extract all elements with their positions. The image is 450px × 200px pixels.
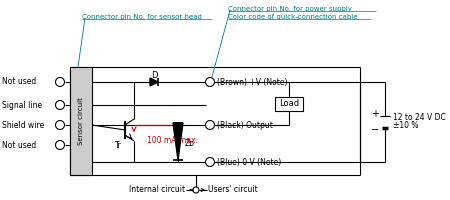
Circle shape [206, 120, 215, 130]
Circle shape [206, 158, 215, 166]
Text: 4: 4 [58, 142, 62, 148]
Text: Sensor circuit: Sensor circuit [78, 97, 84, 145]
Text: 1: 1 [58, 79, 62, 84]
Text: −: − [371, 125, 379, 135]
Text: Users' circuit: Users' circuit [208, 186, 258, 194]
Text: Shield wire: Shield wire [2, 120, 44, 130]
Text: Not used: Not used [2, 140, 36, 150]
Text: Color code of quick-connection cable: Color code of quick-connection cable [228, 14, 357, 20]
Text: Tr: Tr [115, 142, 122, 150]
Circle shape [55, 100, 64, 110]
Text: 3: 3 [208, 122, 212, 128]
Circle shape [55, 120, 64, 130]
Text: Load: Load [279, 99, 299, 108]
Text: 12 to 24 V DC: 12 to 24 V DC [393, 112, 446, 121]
Bar [275, 97, 303, 110]
Polygon shape [150, 78, 158, 86]
Text: 100 mA max.: 100 mA max. [147, 136, 198, 145]
Bar [70, 67, 92, 175]
Polygon shape [173, 123, 183, 160]
Text: +: + [371, 109, 379, 119]
Text: Not used: Not used [2, 77, 36, 86]
Text: Signal line: Signal line [2, 100, 42, 110]
Text: (Black) Output: (Black) Output [217, 120, 273, 130]
Circle shape [206, 77, 215, 86]
Text: 1: 1 [208, 79, 212, 84]
Text: 2: 2 [208, 160, 212, 164]
Text: 2: 2 [58, 102, 62, 108]
Text: Connector pin No. for power supply: Connector pin No. for power supply [228, 6, 352, 12]
Circle shape [55, 140, 64, 150]
Text: Connector pin No. for sensor head: Connector pin No. for sensor head [82, 14, 202, 20]
Circle shape [193, 187, 199, 193]
Text: Zᴅ: Zᴅ [185, 139, 195, 148]
Text: (Brown) +V (Note): (Brown) +V (Note) [217, 77, 288, 86]
Text: (Blue) 0 V (Note): (Blue) 0 V (Note) [217, 158, 281, 166]
Text: ±10 %: ±10 % [393, 120, 419, 130]
Text: D: D [151, 71, 157, 79]
Text: Internal circuit: Internal circuit [129, 186, 185, 194]
Text: 3: 3 [58, 122, 62, 128]
Circle shape [55, 77, 64, 86]
